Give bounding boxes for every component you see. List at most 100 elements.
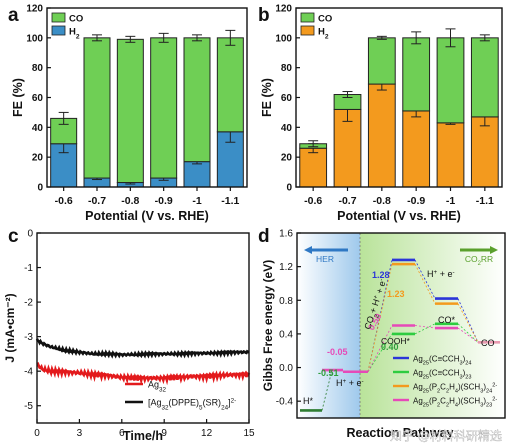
- her-arrowhead: [304, 246, 312, 254]
- y-tick-label: 0.0: [279, 363, 293, 374]
- annotation: 0.40: [381, 342, 399, 352]
- her-region: [297, 233, 360, 418]
- x-tick-label: 12: [201, 428, 213, 439]
- legend-label: Ag25(C≡CCH3)23: [413, 369, 472, 381]
- x-tick-label: -1: [192, 195, 201, 207]
- watermark: 知乎 @材料科研精选: [390, 429, 502, 443]
- series-line-ag32: [36, 361, 251, 386]
- x-tick-label: -0.7: [338, 195, 356, 207]
- bar-h2: [299, 147, 328, 188]
- step-label: CO: [481, 338, 495, 348]
- bar-h2: [367, 83, 396, 188]
- legend-label-co: CO: [69, 14, 83, 25]
- x-tick-label: -0.8: [121, 195, 139, 207]
- plot-frame: [296, 232, 506, 419]
- x-tick-label: -0.7: [88, 195, 106, 207]
- bar-h2: [183, 161, 211, 188]
- y-axis-label: Gibbs Free energy (eV): [261, 260, 275, 391]
- bar-co: [183, 37, 211, 163]
- x-tick-label: -0.9: [155, 195, 173, 207]
- x-tick-label: 3: [77, 428, 83, 439]
- bar-co: [216, 37, 244, 133]
- co2rr-region: [360, 233, 505, 418]
- y-tick-label: 120: [26, 4, 43, 15]
- level-connector: [414, 263, 436, 304]
- x-tick-label: 9: [161, 428, 167, 439]
- series-line-cluster: [35, 338, 250, 359]
- her-label: HER: [316, 254, 334, 264]
- bar-co: [436, 37, 465, 124]
- bar-h2: [470, 116, 499, 188]
- y-tick-label: 0: [27, 229, 33, 240]
- plot-frame: [36, 232, 250, 424]
- legend-label-co: CO: [318, 14, 332, 25]
- legend-label-h2: H2: [69, 27, 80, 41]
- bar-co: [402, 37, 431, 112]
- legend-label: Ag32: [148, 380, 167, 394]
- y-tick-label: 80: [281, 63, 293, 74]
- y-tick-label: -3: [24, 332, 33, 343]
- y-tick-label: -2: [24, 298, 33, 309]
- step-label: COOH*: [381, 336, 411, 346]
- x-tick-label: 15: [243, 428, 255, 439]
- level-connector: [367, 333, 393, 372]
- y-tick-label: 120: [275, 4, 292, 15]
- x-tick-label: -0.8: [373, 195, 391, 207]
- y-tick-label: -1: [24, 263, 33, 274]
- level-connector: [367, 259, 393, 372]
- legend-swatch-co: [51, 12, 66, 23]
- panel-label: b: [258, 5, 270, 26]
- step-label: CO*: [438, 315, 456, 325]
- x-tick-label: -1.1: [221, 195, 239, 207]
- y-tick-label: 0: [37, 183, 43, 194]
- x-axis-label: Time/h: [123, 429, 163, 443]
- x-tick-label: 0: [34, 428, 40, 439]
- annotation: -0.05: [327, 347, 348, 357]
- y-tick-label: 40: [281, 123, 293, 134]
- bar-co: [367, 37, 396, 85]
- y-tick-label: -5: [24, 401, 33, 412]
- x-tick-label: -0.9: [407, 195, 425, 207]
- y-tick-label: 60: [32, 93, 44, 104]
- legend-swatch-h2: [300, 25, 315, 36]
- y-axis-label: J (mA•cm⁻²): [3, 293, 17, 362]
- bar-co: [116, 38, 144, 184]
- level-connector: [321, 369, 333, 411]
- x-axis-label: Potential (V vs. RHE): [85, 209, 209, 223]
- level-connector: [414, 259, 436, 299]
- y-tick-label: 1.6: [279, 229, 293, 240]
- legend-swatch-co: [300, 12, 315, 23]
- bar-h2: [333, 108, 362, 188]
- x-tick-label: -1.1: [476, 195, 494, 207]
- reaction-label: CO2+ H+ + e-: [362, 278, 391, 332]
- level-connector: [457, 323, 479, 343]
- annotation: 1.28: [372, 270, 390, 280]
- bar-h2: [402, 110, 431, 188]
- y-tick-label: 20: [281, 153, 293, 164]
- y-axis-label: FE (%): [260, 78, 274, 117]
- panel-b-chart: b -0.6 -0.7 -0.8 -0.9 -1 -1.1 0 20 40 60 80 100 120 Po…: [258, 4, 503, 223]
- x-tick-label: -1: [446, 195, 455, 207]
- legend-label: Ag25(C≡CCH3)24: [413, 355, 472, 367]
- panel-label: a: [8, 5, 19, 26]
- level-connector: [414, 325, 436, 329]
- level-connector: [457, 298, 479, 343]
- y-tick-label: 60: [281, 93, 293, 104]
- y-tick-label: 1.2: [279, 262, 293, 273]
- annotation: -0.51: [318, 368, 339, 378]
- y-tick-label: 80: [32, 63, 44, 74]
- x-axis-label: Potential (V vs. RHE): [337, 209, 461, 223]
- x-tick-label: -0.6: [55, 195, 73, 207]
- bar-co: [83, 37, 111, 179]
- y-tick-label: -4: [24, 367, 33, 378]
- level-connector: [367, 325, 393, 372]
- y-tick-label: 100: [275, 33, 292, 44]
- y-tick-label: 20: [32, 153, 44, 164]
- level-connector: [457, 327, 479, 343]
- y-tick-label: 0.4: [279, 329, 293, 340]
- y-tick-label: -0.4: [276, 397, 294, 408]
- step-label: H+ + e-: [336, 378, 364, 389]
- panel-label: c: [8, 226, 19, 247]
